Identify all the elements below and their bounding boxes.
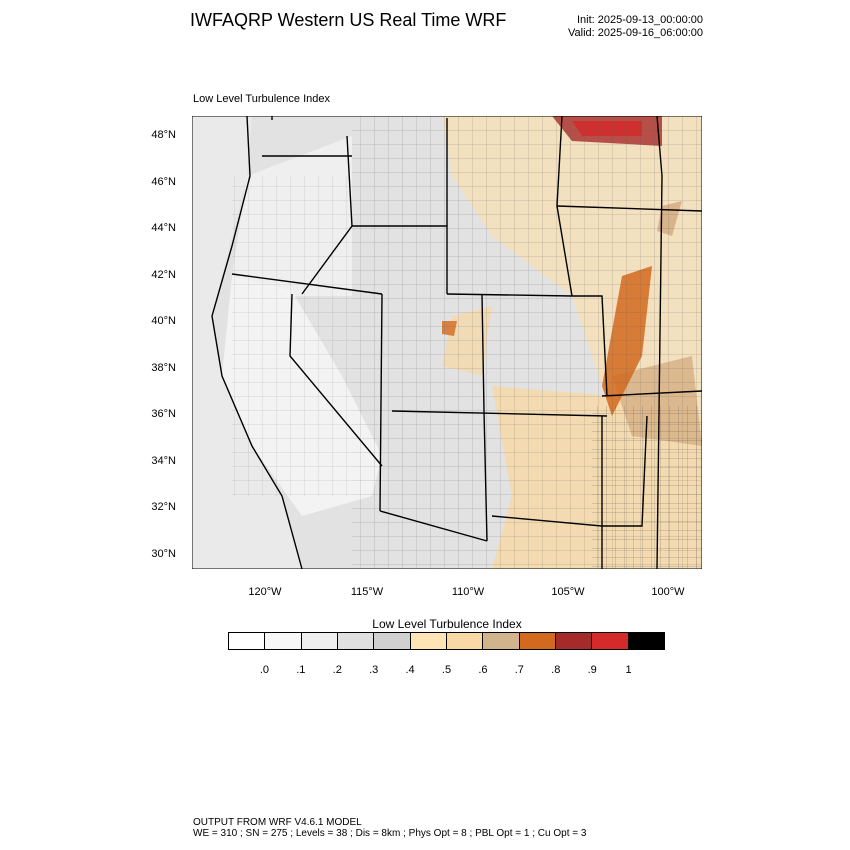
run-time-label: Init: 2025-09-13_00:00:00 Valid: 2025-09… (568, 14, 703, 40)
model-info-footer: OUTPUT FROM WRF V4.6.1 MODEL WE = 310 ; … (193, 817, 586, 839)
legend-swatch (446, 633, 484, 649)
legend-swatch (265, 633, 302, 649)
lat-label-32: 32°N (151, 501, 176, 513)
lon-label-105: 105°W (551, 586, 585, 598)
lat-label-42: 42°N (151, 269, 176, 281)
legend-swatch (301, 633, 338, 649)
legend-swatch (374, 633, 411, 649)
map-panel (192, 116, 702, 569)
model-config: WE = 310 ; SN = 275 ; Levels = 38 ; Dis … (193, 828, 587, 839)
coastline (211, 116, 303, 569)
lat-label-34: 34°N (151, 455, 176, 467)
legend-swatch (519, 633, 556, 649)
model-version: OUTPUT FROM WRF V4.6.1 MODEL (193, 817, 362, 828)
init-time: Init: 2025-09-13_00:00:00 (577, 14, 703, 26)
legend-title: Low Level Turbulence Index (372, 617, 522, 631)
legend-swatch (555, 633, 593, 649)
legend-tick-label: 1 (625, 664, 632, 676)
legend-swatch (592, 633, 629, 649)
lat-label-40: 40°N (151, 315, 176, 327)
legend-tick-label: .9 (587, 664, 597, 676)
lon-label-120: 120°W (248, 586, 282, 598)
legend-swatch (483, 633, 520, 649)
state-boundaries (231, 116, 702, 569)
valid-time: Valid: 2025-09-16_06:00:00 (568, 27, 703, 39)
lat-label-44: 44°N (151, 222, 176, 234)
map-title: IWFAQRP Western US Real Time WRF (190, 10, 507, 30)
legend-tick-label: .5 (441, 664, 452, 676)
legend-tick-label: .1 (296, 664, 306, 676)
legend-tick-label: .3 (369, 664, 379, 676)
legend-swatch (229, 633, 266, 649)
legend-tick-label: .0 (259, 664, 269, 676)
field-label: Low Level Turbulence Index (193, 93, 330, 105)
lat-label-36: 36°N (151, 408, 176, 420)
legend-tick-label: .2 (332, 664, 342, 676)
color-legend-bar (228, 632, 665, 650)
legend-swatch (337, 633, 375, 649)
legend-tick-label: .7 (514, 664, 524, 676)
lat-label-38: 38°N (151, 362, 176, 374)
lat-label-30: 30°N (151, 548, 176, 560)
legend-tick-label: .4 (405, 664, 415, 676)
legend-tick-label: .8 (551, 664, 561, 676)
lon-label-110: 110°W (451, 586, 485, 598)
ocean-area (192, 116, 302, 569)
legend-swatch (628, 633, 664, 649)
lon-label-115: 115°W (350, 586, 384, 598)
legend-swatch (410, 633, 447, 649)
lat-label-48: 48°N (151, 129, 176, 141)
lon-label-100: 100°W (651, 586, 685, 598)
legend-tick-label: .6 (478, 664, 488, 676)
lat-label-46: 46°N (151, 176, 176, 188)
